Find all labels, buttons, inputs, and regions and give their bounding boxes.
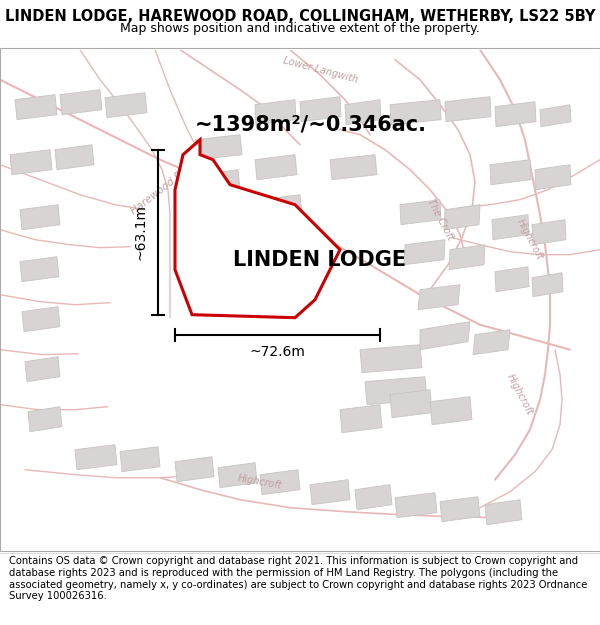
- Polygon shape: [532, 272, 563, 297]
- Polygon shape: [485, 499, 522, 524]
- Text: Contains OS data © Crown copyright and database right 2021. This information is : Contains OS data © Crown copyright and d…: [9, 556, 587, 601]
- Text: Highcroft: Highcroft: [505, 372, 535, 417]
- Text: The Croft: The Croft: [425, 198, 455, 242]
- Polygon shape: [175, 457, 214, 482]
- Polygon shape: [418, 285, 460, 309]
- Polygon shape: [20, 257, 59, 282]
- Polygon shape: [444, 205, 480, 229]
- Polygon shape: [15, 94, 57, 120]
- Polygon shape: [310, 480, 350, 504]
- Polygon shape: [390, 390, 432, 418]
- Polygon shape: [200, 169, 240, 195]
- Polygon shape: [400, 200, 441, 224]
- Text: Map shows position and indicative extent of the property.: Map shows position and indicative extent…: [120, 22, 480, 34]
- Polygon shape: [495, 267, 529, 292]
- Polygon shape: [532, 219, 566, 244]
- Polygon shape: [75, 445, 117, 470]
- Polygon shape: [55, 144, 94, 169]
- Polygon shape: [390, 99, 441, 125]
- Polygon shape: [440, 497, 480, 522]
- Polygon shape: [404, 239, 445, 265]
- Polygon shape: [105, 92, 147, 118]
- Polygon shape: [340, 405, 382, 432]
- Text: Highcroft: Highcroft: [515, 217, 545, 262]
- Polygon shape: [535, 164, 571, 190]
- Polygon shape: [20, 205, 60, 229]
- Polygon shape: [473, 330, 510, 355]
- Polygon shape: [268, 234, 307, 260]
- Polygon shape: [490, 159, 531, 185]
- Polygon shape: [355, 485, 392, 509]
- Polygon shape: [395, 492, 437, 518]
- Polygon shape: [255, 99, 296, 125]
- Text: Lower Langwith: Lower Langwith: [281, 55, 358, 84]
- Polygon shape: [365, 377, 427, 405]
- Polygon shape: [218, 462, 257, 488]
- Polygon shape: [492, 214, 529, 239]
- Text: LINDEN LODGE: LINDEN LODGE: [233, 249, 407, 270]
- Text: ~72.6m: ~72.6m: [250, 345, 305, 359]
- Polygon shape: [345, 99, 381, 125]
- Polygon shape: [495, 102, 536, 127]
- Text: ~63.1m: ~63.1m: [134, 204, 148, 260]
- Polygon shape: [260, 470, 300, 495]
- Polygon shape: [120, 447, 160, 472]
- Text: ~1398m²/~0.346ac.: ~1398m²/~0.346ac.: [195, 115, 427, 134]
- Polygon shape: [449, 244, 485, 270]
- Polygon shape: [210, 244, 247, 270]
- Polygon shape: [22, 307, 60, 332]
- Polygon shape: [360, 345, 422, 372]
- Polygon shape: [25, 357, 60, 382]
- Polygon shape: [300, 97, 341, 122]
- Polygon shape: [28, 407, 62, 432]
- Polygon shape: [330, 154, 377, 180]
- Polygon shape: [175, 139, 340, 318]
- Polygon shape: [255, 154, 297, 180]
- Text: Highcroft: Highcroft: [237, 473, 283, 491]
- Text: LINDEN LODGE, HAREWOOD ROAD, COLLINGHAM, WETHERBY, LS22 5BY: LINDEN LODGE, HAREWOOD ROAD, COLLINGHAM,…: [5, 9, 595, 24]
- Polygon shape: [260, 195, 302, 219]
- Polygon shape: [10, 149, 52, 174]
- Polygon shape: [445, 97, 491, 122]
- Polygon shape: [420, 322, 470, 350]
- Polygon shape: [60, 89, 102, 115]
- Polygon shape: [540, 104, 571, 127]
- Text: Harewood Road: Harewood Road: [130, 158, 200, 217]
- Polygon shape: [430, 397, 472, 425]
- Polygon shape: [195, 134, 242, 159]
- Polygon shape: [205, 205, 244, 229]
